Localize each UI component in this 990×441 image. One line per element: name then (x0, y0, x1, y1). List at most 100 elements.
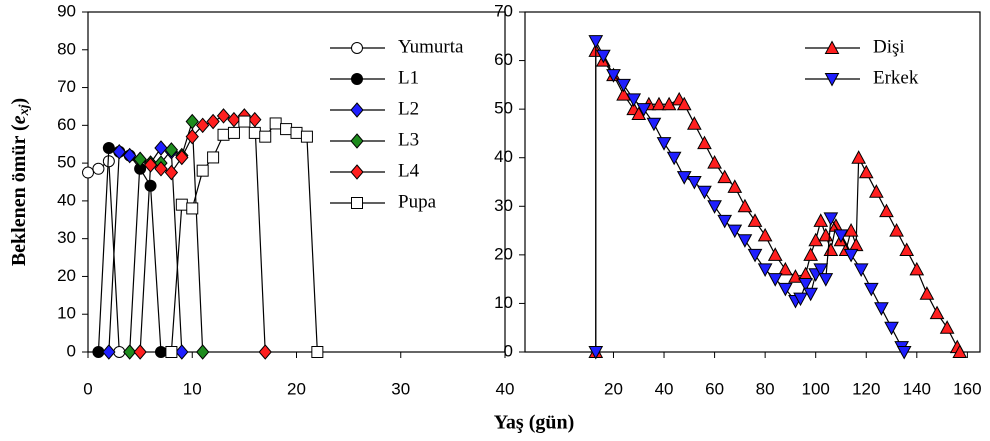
y-tick-label: 10 (57, 304, 76, 323)
series-line (595, 49, 961, 353)
legend-marker (351, 197, 363, 209)
x-axis-label: Yaş (gün) (494, 412, 575, 434)
marker (851, 150, 867, 164)
marker (636, 103, 652, 117)
marker (248, 126, 261, 139)
marker (207, 151, 220, 164)
marker (896, 346, 912, 360)
marker (929, 305, 945, 320)
marker (727, 224, 743, 239)
marker (616, 78, 631, 93)
marker (196, 117, 210, 134)
marker (717, 214, 733, 229)
marker (196, 164, 209, 177)
marker (798, 278, 813, 292)
marker (631, 106, 647, 120)
x-tick-label: 100 (802, 379, 830, 398)
x-tick-label: 40 (496, 379, 515, 398)
marker (175, 344, 189, 360)
marker (154, 346, 167, 358)
marker (92, 162, 105, 175)
y-tick-label: 80 (57, 39, 76, 58)
y-tick-label: 60 (494, 50, 513, 69)
marker (757, 263, 773, 277)
y-tick-label: 10 (494, 293, 513, 312)
marker (102, 344, 116, 360)
marker (175, 198, 188, 211)
y-axis-label: Beklenen ömür (exj) (8, 98, 33, 266)
legend-label: L3 (398, 129, 419, 150)
marker (687, 116, 702, 130)
marker (823, 212, 839, 226)
marker (661, 96, 677, 111)
y-label-part: ) (8, 98, 30, 105)
y-label-part: e (8, 115, 30, 124)
marker (803, 247, 818, 261)
marker (259, 130, 272, 143)
marker (919, 286, 935, 300)
marker (143, 157, 158, 173)
marker (778, 282, 793, 297)
marker (606, 69, 621, 83)
marker (238, 115, 251, 128)
marker (290, 126, 303, 139)
marker (227, 126, 240, 139)
y-tick-label: 20 (494, 244, 513, 263)
marker (280, 123, 293, 136)
marker (707, 155, 722, 169)
marker (697, 185, 712, 200)
marker (778, 261, 793, 276)
marker (687, 176, 702, 190)
marker (206, 113, 220, 130)
x-tick-label: 10 (183, 379, 202, 398)
marker (186, 202, 199, 215)
marker (269, 117, 282, 130)
marker (757, 227, 773, 242)
marker (848, 237, 864, 252)
x-tick-label: 140 (903, 379, 931, 398)
y-tick-label: 30 (494, 196, 513, 215)
legend-marker (350, 102, 364, 118)
marker (164, 164, 179, 181)
marker (793, 292, 808, 307)
y-tick-label: 50 (494, 99, 513, 118)
marker (248, 111, 262, 128)
y-tick-label: 90 (57, 1, 76, 20)
marker (737, 234, 753, 248)
x-tick-label: 40 (655, 379, 674, 398)
marker (588, 35, 604, 49)
marker (737, 198, 753, 213)
marker (874, 302, 889, 316)
marker (112, 144, 126, 160)
marker (676, 171, 692, 185)
marker (588, 346, 604, 360)
marker (843, 248, 859, 263)
marker (154, 140, 168, 156)
marker (853, 263, 869, 277)
marker (626, 93, 642, 107)
marker (767, 273, 783, 287)
marker (889, 223, 904, 237)
marker (102, 142, 115, 154)
marker (879, 203, 894, 218)
x-tick-label: 120 (852, 379, 880, 398)
y-tick-label: 50 (57, 153, 76, 172)
marker (82, 166, 94, 179)
marker (909, 261, 925, 276)
marker (899, 242, 915, 256)
marker (707, 200, 722, 214)
marker (863, 282, 879, 297)
y-tick-label: 60 (57, 115, 76, 134)
y-tick-label: 20 (57, 266, 76, 285)
marker (813, 213, 829, 227)
marker (133, 344, 147, 360)
series-line (97, 147, 162, 353)
legend-marker (350, 164, 364, 180)
x-tick-label: 30 (391, 379, 410, 398)
legend-label: L1 (398, 67, 419, 88)
x-tick-label: 20 (287, 379, 306, 398)
y-label-part: Beklenen ömür ( (8, 124, 30, 266)
marker (747, 213, 763, 227)
marker (952, 344, 968, 358)
